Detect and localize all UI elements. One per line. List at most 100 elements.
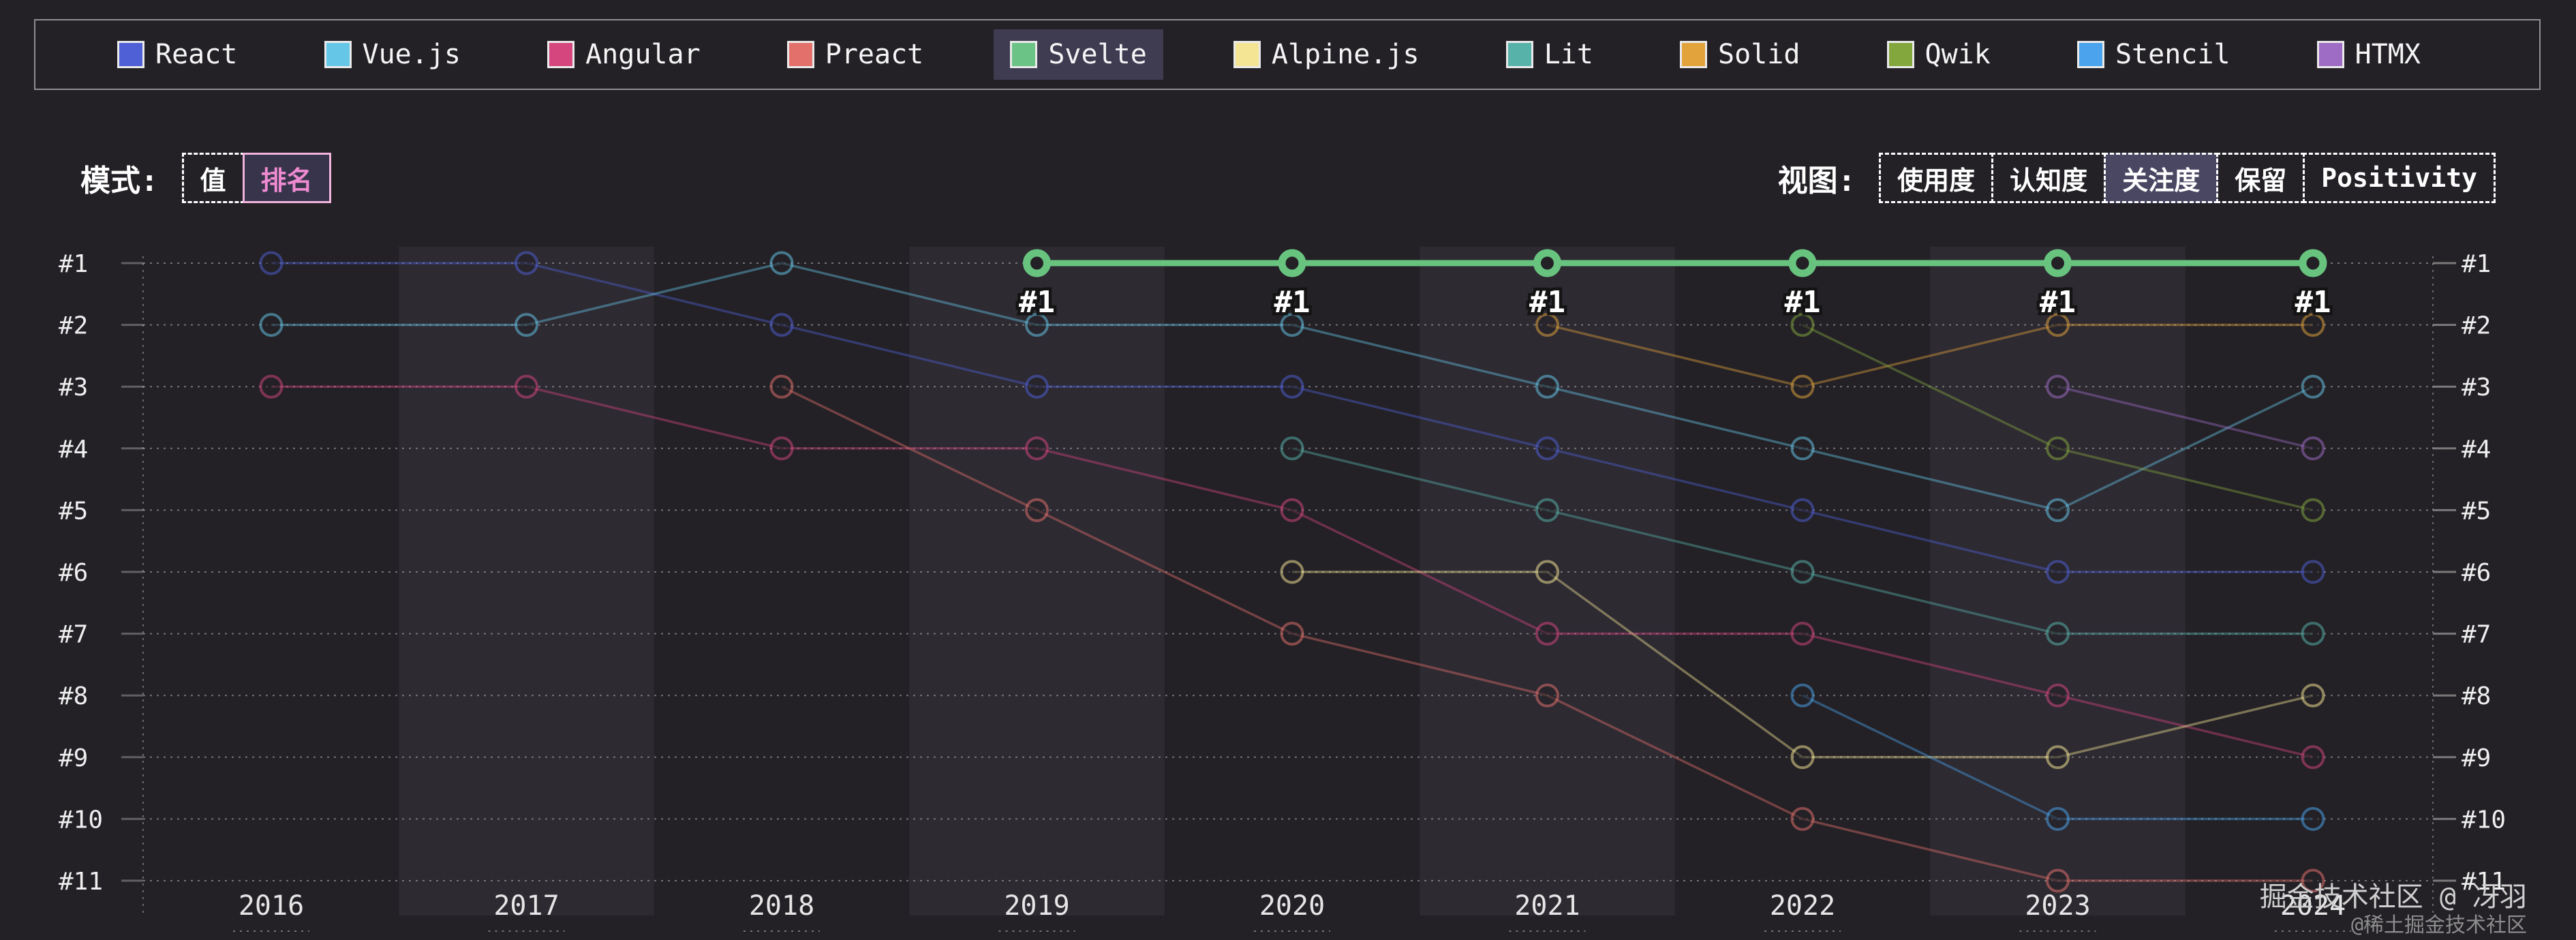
data-point-svelte[interactable] <box>1788 249 1817 277</box>
data-point-vuejs[interactable] <box>2301 374 2325 399</box>
legend-item-label: Svelte <box>1048 39 1147 70</box>
data-point-qwik[interactable] <box>2046 436 2070 461</box>
view-option-interest[interactable]: 关注度 <box>2104 153 2219 203</box>
data-point-solid[interactable] <box>2046 313 2070 337</box>
data-point-htmx[interactable] <box>2301 436 2325 461</box>
data-point-angular[interactable] <box>1280 498 1304 522</box>
legend-item-label: Alpine.js <box>1271 39 1420 70</box>
data-point-react[interactable] <box>1280 374 1304 399</box>
data-point-vuejs[interactable] <box>259 313 283 337</box>
rank-label-right: #5 <box>2462 497 2491 525</box>
rank-label-left: #3 <box>59 374 88 401</box>
legend-item-htmx[interactable]: HTMX <box>2301 29 2437 80</box>
data-point-vuejs[interactable] <box>1790 436 1815 461</box>
rank-label-left: #10 <box>59 806 103 834</box>
year-label-2020: 2020 <box>1259 890 1325 922</box>
mode-label: 模式: <box>80 164 159 198</box>
data-point-angular[interactable] <box>769 436 794 461</box>
data-point-solid[interactable] <box>2301 313 2325 337</box>
data-point-react[interactable] <box>769 313 794 337</box>
data-point-react[interactable] <box>2046 560 2070 584</box>
rank-label-right: #8 <box>2462 682 2491 710</box>
data-point-angular[interactable] <box>1790 622 1815 646</box>
data-point-qwik[interactable] <box>1790 313 1815 337</box>
legend-item-stencil[interactable]: Stencil <box>2061 29 2247 80</box>
year-label-2019: 2019 <box>1004 890 1069 922</box>
data-point-react[interactable] <box>1025 374 1049 399</box>
data-point-preact[interactable] <box>769 374 794 399</box>
data-point-alpinejs[interactable] <box>1280 560 1304 584</box>
legend-panel: React Vue.js Angular Preact Svelte Alpine.js L… <box>34 19 2541 90</box>
data-point-preact[interactable] <box>1535 683 1559 708</box>
data-point-vuejs[interactable] <box>1025 313 1049 337</box>
data-point-qwik[interactable] <box>2301 498 2325 522</box>
rank-label-left: #7 <box>59 621 88 649</box>
legend-item-vuejs[interactable]: Vue.js <box>308 29 478 80</box>
data-point-angular[interactable] <box>515 374 538 399</box>
data-point-alpinejs[interactable] <box>2301 683 2325 708</box>
view-option-positivity[interactable]: Positivity <box>2303 153 2496 203</box>
mode-option-rank[interactable]: 排名 <box>242 153 331 203</box>
legend-item-lit[interactable]: Lit <box>1490 29 1610 80</box>
legend-item-angular[interactable]: Angular <box>531 29 717 80</box>
data-point-angular[interactable] <box>1535 622 1559 646</box>
data-point-lit[interactable] <box>1280 436 1304 461</box>
preact-color-swatch <box>786 41 814 68</box>
data-point-react[interactable] <box>259 251 283 275</box>
data-point-react[interactable] <box>2301 560 2325 584</box>
data-point-preact[interactable] <box>1025 498 1049 522</box>
data-point-alpinejs[interactable] <box>1790 745 1815 770</box>
data-point-alpinejs[interactable] <box>2046 745 2070 770</box>
data-point-vuejs[interactable] <box>515 313 538 337</box>
year-label-2018: 2018 <box>749 890 814 922</box>
data-point-solid[interactable] <box>1535 313 1559 337</box>
year-label-2021: 2021 <box>1514 890 1580 922</box>
data-point-htmx[interactable] <box>2046 374 2070 399</box>
data-point-svelte[interactable] <box>1533 249 1561 277</box>
data-point-solid[interactable] <box>1790 374 1815 399</box>
legend-item-solid[interactable]: Solid <box>1663 29 1816 80</box>
legend-item-svelte[interactable]: Svelte <box>994 29 1163 80</box>
data-point-stencil[interactable] <box>1790 683 1815 708</box>
data-point-preact[interactable] <box>2046 868 2070 893</box>
rank-label-right: #2 <box>2462 312 2491 340</box>
data-point-preact[interactable] <box>2301 868 2325 893</box>
data-point-react[interactable] <box>515 251 538 275</box>
data-point-lit[interactable] <box>1535 498 1559 522</box>
watermark-line2: @稀土掘金技术社区 <box>2350 913 2527 937</box>
data-point-stencil[interactable] <box>2301 806 2325 831</box>
legend-item-preact[interactable]: Preact <box>771 29 940 80</box>
legend-item-label: Lit <box>1544 39 1593 70</box>
data-point-svelte[interactable] <box>2044 249 2072 277</box>
legend-item-alpinejs[interactable]: Alpine.js <box>1217 29 1436 80</box>
data-point-vuejs[interactable] <box>1535 374 1559 399</box>
data-point-lit[interactable] <box>2046 622 2070 646</box>
data-point-vuejs[interactable] <box>769 251 794 275</box>
data-point-svelte[interactable] <box>1278 249 1306 277</box>
legend-item-label: Qwik <box>1925 39 1991 70</box>
mode-control-group: 模式: 值排名 <box>80 153 331 203</box>
data-point-react[interactable] <box>1790 498 1815 522</box>
data-point-preact[interactable] <box>1280 622 1304 646</box>
data-point-angular[interactable] <box>259 374 283 399</box>
data-point-svelte[interactable] <box>1023 249 1051 277</box>
data-point-alpinejs[interactable] <box>1535 560 1559 584</box>
legend-item-qwik[interactable]: Qwik <box>1871 29 2007 80</box>
data-point-stencil[interactable] <box>2046 806 2070 831</box>
data-point-angular[interactable] <box>2301 745 2325 770</box>
data-point-vuejs[interactable] <box>1280 313 1304 337</box>
data-point-react[interactable] <box>1535 436 1559 461</box>
rank-label-left: #5 <box>59 497 88 525</box>
data-point-lit[interactable] <box>2301 622 2325 646</box>
rank-1-point-label: #1 <box>1019 285 1055 320</box>
data-point-vuejs[interactable] <box>2046 498 2070 522</box>
data-point-preact[interactable] <box>1790 806 1815 831</box>
react-color-swatch <box>117 41 144 68</box>
data-point-angular[interactable] <box>1025 436 1049 461</box>
data-point-svelte[interactable] <box>2299 249 2327 277</box>
legend-item-react[interactable]: React <box>101 29 254 80</box>
legend-item-label: Preact <box>825 39 924 70</box>
mode-option-value[interactable]: 值 <box>181 153 245 203</box>
data-point-lit[interactable] <box>1790 560 1815 584</box>
data-point-angular[interactable] <box>2046 683 2070 708</box>
